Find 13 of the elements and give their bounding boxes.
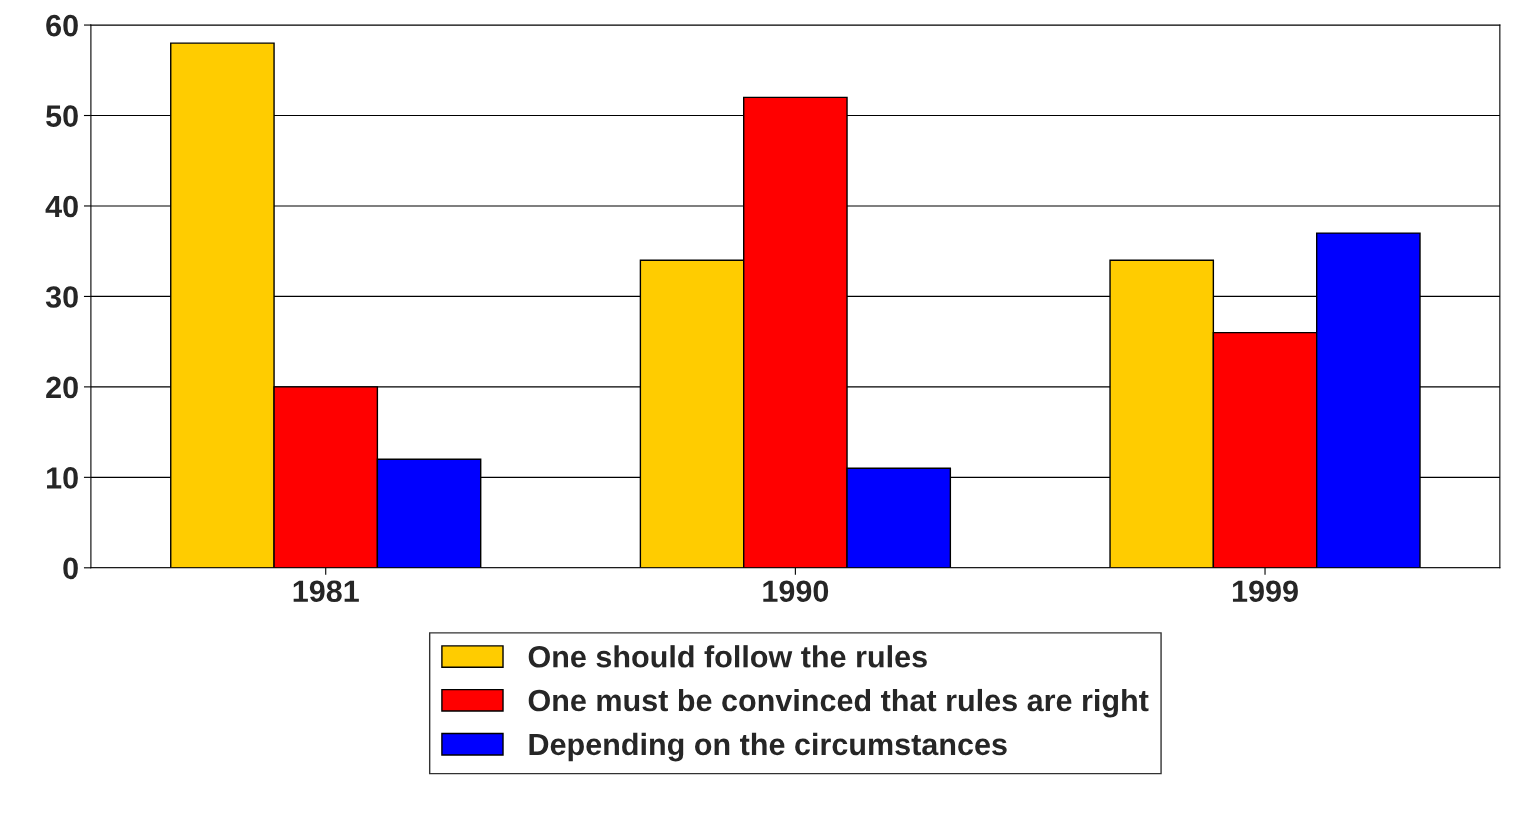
y-tick-label: 50 [46,105,78,127]
x-tick-label: 1990 [763,580,829,603]
legend-label: Depending on the circumstances [529,732,1007,762]
legend-label: One should follow the rules [528,645,927,668]
x-tick-label: 1999 [1232,580,1298,603]
y-tick-label: 0 [63,557,78,580]
y-tick-label: 10 [47,467,78,489]
y-tick-label: 30 [45,286,78,308]
legend-label: One must be convinced that rules are right [528,688,1149,718]
y-tick-label: 60 [46,14,78,37]
x-tick-label: 1981 [293,580,359,603]
y-tick-label: 20 [46,376,78,399]
y-tick-label: 40 [45,195,78,218]
